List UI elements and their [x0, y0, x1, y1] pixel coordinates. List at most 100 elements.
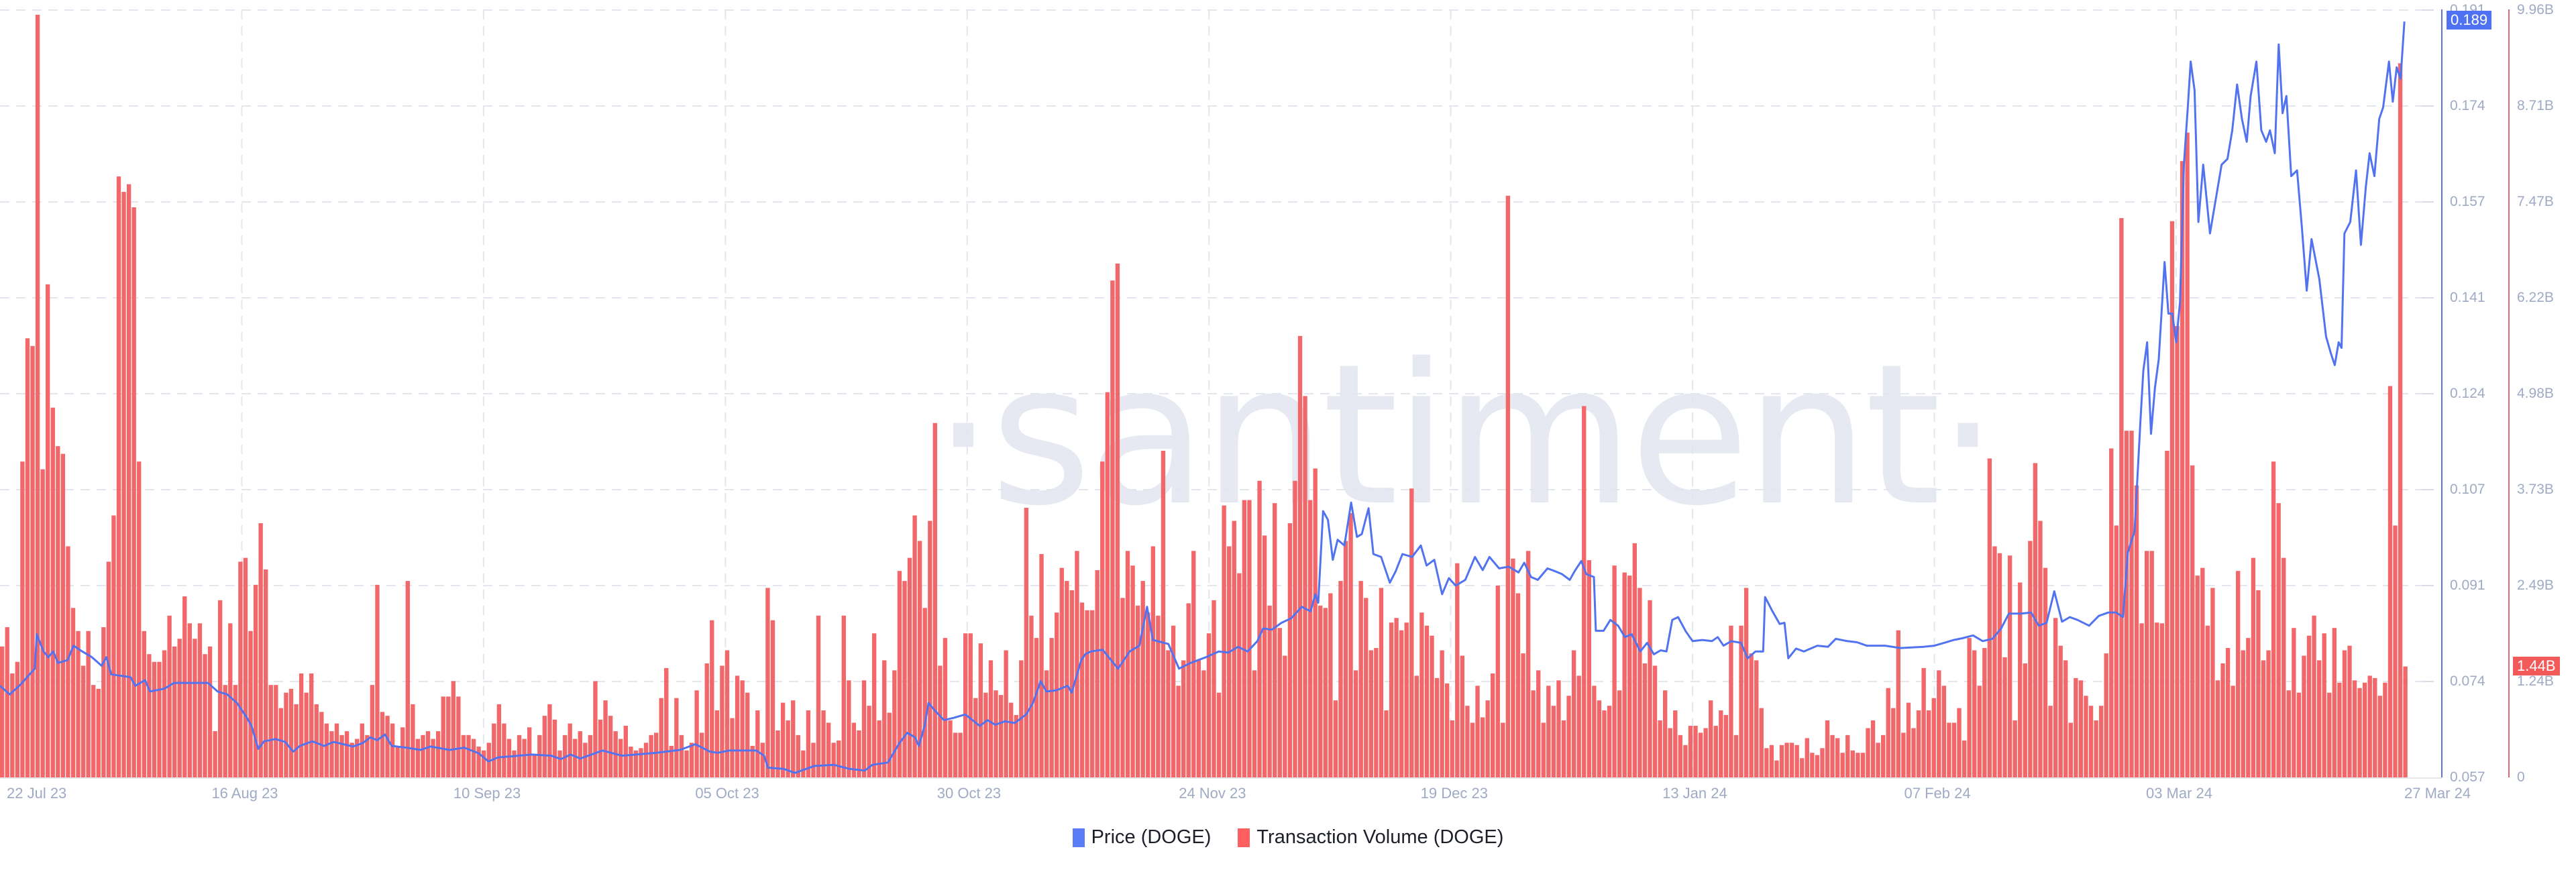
volume-bar[interactable]	[172, 646, 177, 777]
volume-bar[interactable]	[512, 750, 517, 777]
volume-bar[interactable]	[1394, 618, 1399, 777]
volume-bar[interactable]	[1931, 698, 1936, 777]
volume-bar[interactable]	[1368, 650, 1373, 777]
volume-bar[interactable]	[532, 754, 537, 777]
volume-bar[interactable]	[425, 731, 431, 777]
volume-bar[interactable]	[882, 660, 887, 777]
volume-bar[interactable]	[1307, 500, 1313, 777]
volume-bar[interactable]	[1065, 581, 1069, 777]
volume-bar[interactable]	[1587, 560, 1591, 777]
volume-bar[interactable]	[1642, 663, 1648, 777]
volume-bar[interactable]	[1222, 505, 1226, 777]
volume-bar[interactable]	[755, 710, 760, 777]
volume-bar[interactable]	[902, 581, 907, 777]
volume-bar[interactable]	[745, 692, 750, 777]
volume-bar[interactable]	[142, 631, 146, 777]
volume-bar[interactable]	[527, 727, 532, 777]
volume-bar[interactable]	[679, 734, 684, 777]
volume-bar[interactable]	[704, 663, 709, 777]
volume-bar[interactable]	[1911, 728, 1916, 777]
volume-bar[interactable]	[1743, 588, 1749, 777]
volume-bar[interactable]	[456, 696, 461, 777]
volume-bar[interactable]	[699, 732, 704, 777]
volume-bar[interactable]	[2149, 551, 2154, 777]
volume-bar[interactable]	[623, 726, 628, 777]
volume-bar[interactable]	[370, 685, 375, 777]
volume-bar[interactable]	[983, 692, 988, 777]
volume-bar[interactable]	[2185, 132, 2190, 777]
volume-bar[interactable]	[1921, 667, 1926, 777]
volume-bar[interactable]	[851, 722, 857, 777]
volume-bar[interactable]	[1445, 683, 1450, 777]
volume-bar[interactable]	[1951, 722, 1957, 777]
volume-bar[interactable]	[157, 661, 162, 777]
volume-bar[interactable]	[953, 732, 958, 777]
volume-bar[interactable]	[76, 631, 80, 777]
volume-bar[interactable]	[50, 407, 55, 777]
volume-bar[interactable]	[2271, 461, 2276, 777]
volume-bar[interactable]	[1374, 648, 1379, 777]
volume-bar[interactable]	[2357, 688, 2362, 777]
volume-bar[interactable]	[258, 523, 263, 777]
volume-bar[interactable]	[1146, 612, 1150, 777]
volume-bar[interactable]	[1206, 633, 1212, 777]
volume-bar[interactable]	[573, 739, 578, 777]
volume-bar[interactable]	[1860, 753, 1866, 777]
volume-bar[interactable]	[1277, 628, 1282, 777]
volume-bar[interactable]	[1779, 745, 1784, 777]
volume-bar[interactable]	[1856, 753, 1860, 777]
volume-bar[interactable]	[912, 515, 917, 777]
volume-bar[interactable]	[978, 643, 983, 777]
volume-bar[interactable]	[2261, 660, 2266, 777]
volume-bar[interactable]	[1110, 280, 1115, 777]
volume-bar[interactable]	[917, 541, 922, 777]
volume-bar[interactable]	[659, 698, 663, 777]
volume-bar[interactable]	[1044, 670, 1049, 777]
volume-bar[interactable]	[750, 745, 755, 777]
volume-bar[interactable]	[40, 469, 45, 777]
volume-bar[interactable]	[441, 696, 445, 777]
volume-bar[interactable]	[1176, 686, 1181, 777]
volume-bar[interactable]	[780, 702, 786, 777]
volume-bar[interactable]	[1491, 673, 1495, 777]
volume-bar[interactable]	[152, 661, 157, 777]
volume-bar[interactable]	[2322, 633, 2326, 777]
volume-bar[interactable]	[2342, 650, 2347, 777]
volume-bar[interactable]	[2012, 720, 2017, 777]
volume-bar[interactable]	[1845, 734, 1850, 777]
volume-bar[interactable]	[492, 723, 496, 777]
volume-bar[interactable]	[1440, 650, 1444, 777]
volume-bar[interactable]	[86, 631, 91, 777]
volume-bar[interactable]	[2114, 525, 2118, 777]
volume-bar[interactable]	[30, 345, 35, 777]
volume-bar[interactable]	[1480, 717, 1485, 777]
volume-bar[interactable]	[1698, 732, 1703, 777]
volume-bar[interactable]	[1409, 488, 1414, 777]
volume-bar[interactable]	[1703, 728, 1708, 777]
volume-bar[interactable]	[324, 723, 329, 777]
volume-bar[interactable]	[496, 704, 502, 777]
volume-bar[interactable]	[182, 596, 187, 777]
volume-bar[interactable]	[1358, 581, 1363, 777]
volume-bar[interactable]	[1566, 696, 1571, 777]
volume-bar[interactable]	[1384, 710, 1389, 777]
volume-bar[interactable]	[1024, 507, 1029, 777]
volume-bar[interactable]	[121, 192, 126, 777]
volume-bar[interactable]	[943, 638, 948, 777]
volume-bar[interactable]	[1069, 590, 1075, 777]
volume-bar[interactable]	[1886, 688, 1890, 777]
volume-bar[interactable]	[1997, 553, 2002, 777]
volume-bar[interactable]	[694, 690, 699, 777]
volume-bar[interactable]	[355, 739, 360, 777]
volume-bar[interactable]	[197, 623, 203, 777]
volume-bar[interactable]	[857, 730, 861, 777]
volume-bar[interactable]	[2048, 706, 2053, 777]
volume-bar[interactable]	[2053, 618, 2058, 777]
volume-bar[interactable]	[1693, 726, 1698, 777]
volume-bar[interactable]	[1313, 468, 1318, 777]
volume-bar[interactable]	[1825, 720, 1830, 777]
volume-bar[interactable]	[796, 734, 800, 777]
volume-bar[interactable]	[2332, 628, 2337, 777]
volume-bar[interactable]	[101, 627, 106, 777]
volume-bar[interactable]	[80, 665, 86, 777]
